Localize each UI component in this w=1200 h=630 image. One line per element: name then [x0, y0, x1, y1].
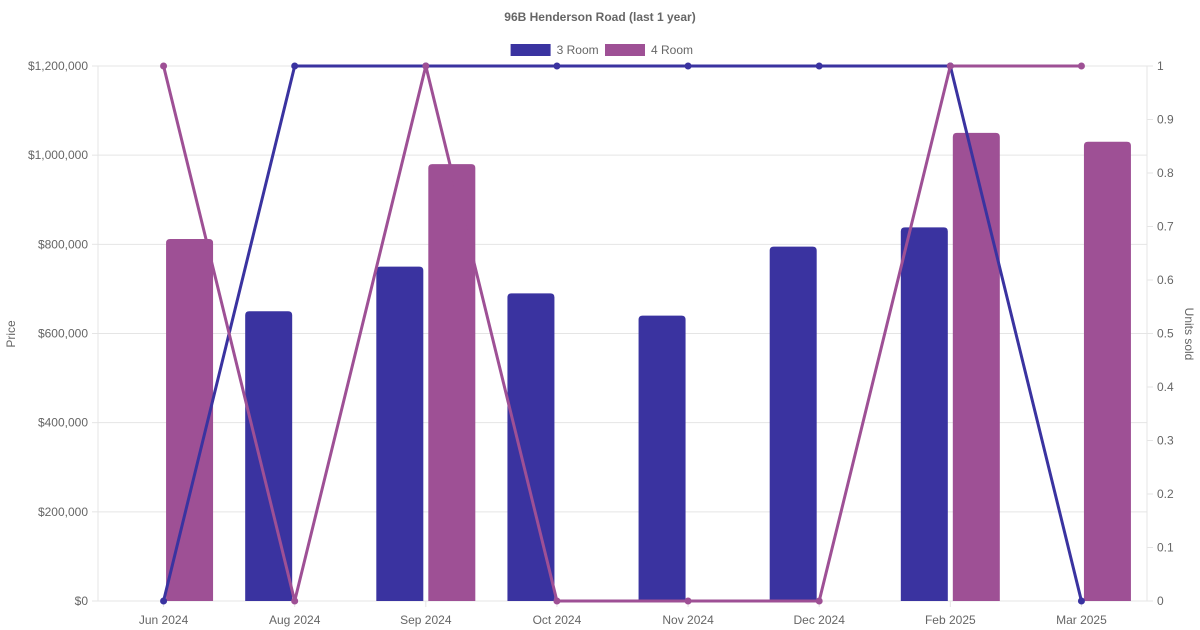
- y-tick-label: $600,000: [38, 327, 88, 341]
- point-4-room: [946, 62, 954, 70]
- bar-3-room: [507, 293, 555, 601]
- legend-label: 3 Room: [557, 43, 599, 57]
- legend[interactable]: 3 Room 4 Room: [510, 43, 693, 57]
- line-4-room: [162, 64, 1082, 603]
- point-3-room: [553, 62, 561, 70]
- y2-tick-label: 0.2: [1157, 487, 1174, 501]
- lines: [160, 62, 1085, 605]
- y-axis-left: $0 $200,000 $400,000 $600,000 $800,000 $1,000…: [28, 59, 88, 608]
- y-axis-right: 0 0.1 0.2 0.3 0.4 0.5 0.6 0.7 0.8 0.9 1: [1157, 59, 1174, 608]
- y2-tick-label: 0.9: [1157, 113, 1174, 127]
- y2-tick-label: 0.3: [1157, 434, 1174, 448]
- x-tick-label: Aug 2024: [269, 613, 321, 627]
- y2-tick-label: 0.8: [1157, 166, 1174, 180]
- bar-3-room: [900, 227, 948, 601]
- chart-title: 96B Henderson Road (last 1 year): [504, 10, 695, 24]
- y-tick-label: $400,000: [38, 416, 88, 430]
- bar-4-room: [428, 164, 476, 602]
- x-tick-label: Jun 2024: [139, 613, 189, 627]
- bar-3-room: [769, 246, 817, 601]
- y-tick-label: $1,200,000: [28, 59, 88, 73]
- bar-4-room: [952, 132, 1000, 601]
- point-3-room: [160, 597, 168, 605]
- y-tick-label: $0: [75, 594, 89, 608]
- point-4-room: [160, 62, 168, 70]
- point-3-room: [1077, 597, 1085, 605]
- legend-swatch: [605, 44, 645, 56]
- point-3-room: [291, 62, 299, 70]
- bar-3-room: [638, 315, 686, 601]
- legend-swatch: [510, 44, 551, 56]
- x-tick-label: Sep 2024: [400, 613, 452, 627]
- x-tick-label: Nov 2024: [662, 613, 714, 627]
- bar-4-room: [1083, 141, 1131, 601]
- x-tick-label: Mar 2025: [1056, 613, 1107, 627]
- y-tick-label: $800,000: [38, 237, 88, 251]
- point-4-room: [291, 597, 299, 605]
- bar-3-room: [245, 311, 293, 601]
- point-4-room: [1077, 62, 1085, 70]
- point-3-room: [815, 62, 823, 70]
- point-4-room: [684, 597, 692, 605]
- y2-tick-label: 0.6: [1157, 273, 1174, 287]
- y2-tick-label: 0.7: [1157, 220, 1174, 234]
- legend-label: 4 Room: [651, 43, 693, 57]
- y2-tick-label: 0: [1157, 594, 1164, 608]
- x-tick-label: Feb 2025: [925, 613, 976, 627]
- bars: [166, 132, 1131, 602]
- bar-3-room: [376, 266, 424, 601]
- x-tick-label: Oct 2024: [533, 613, 582, 627]
- legend-item[interactable]: 4 Room: [605, 43, 693, 57]
- y-tick-label: $1,000,000: [28, 148, 88, 162]
- legend-item[interactable]: 3 Room: [510, 43, 599, 57]
- x-axis: Jun 2024 Aug 2024 Sep 2024 Oct 2024 Nov 2024…: [139, 613, 1107, 627]
- point-4-room: [553, 597, 561, 605]
- y2-axis-label: Units sold: [1182, 308, 1196, 361]
- y2-tick-label: 0.1: [1157, 541, 1174, 555]
- point-4-room: [815, 597, 823, 605]
- y-axis-label: Price: [4, 320, 18, 348]
- line-3-room: [162, 64, 1083, 602]
- point-4-room: [422, 62, 430, 70]
- bar-4-room: [166, 238, 214, 601]
- point-3-room: [684, 62, 692, 70]
- y2-tick-label: 1: [1157, 59, 1164, 73]
- y-tick-label: $200,000: [38, 505, 88, 519]
- y2-tick-label: 0.5: [1157, 327, 1174, 341]
- y2-tick-label: 0.4: [1157, 380, 1174, 394]
- x-tick-label: Dec 2024: [794, 613, 846, 627]
